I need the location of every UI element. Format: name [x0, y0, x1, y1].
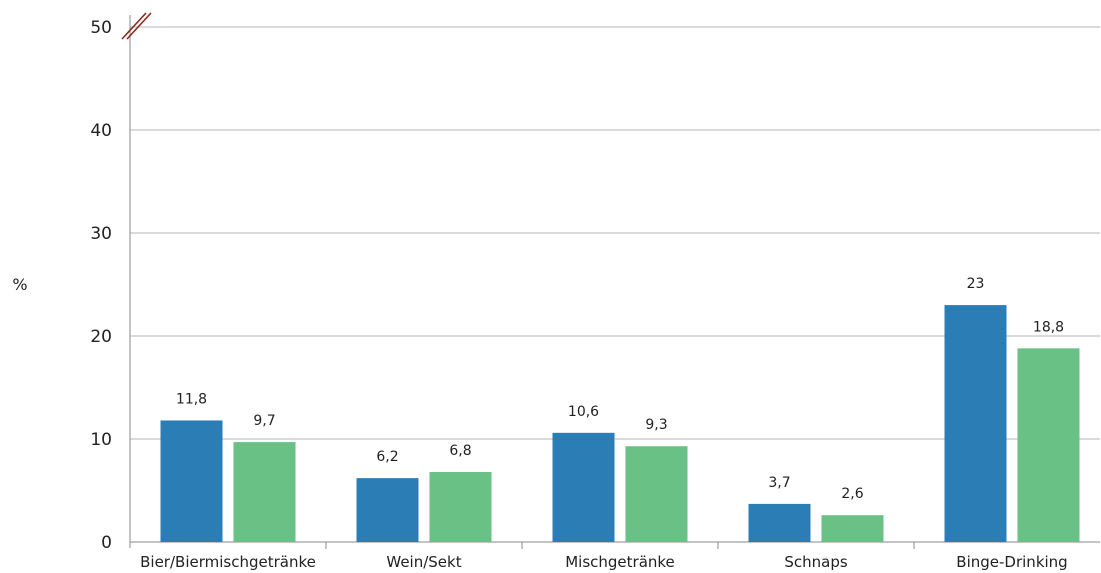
bar — [625, 446, 688, 542]
data-label: 10,6 — [568, 404, 599, 420]
category-label: Schnaps — [784, 553, 847, 571]
data-label: 6,2 — [376, 449, 398, 465]
labels: 0 10 20 30 40 50 Bier/Biermischgetränke 11,8 9,7… — [90, 18, 1067, 571]
bar — [821, 515, 884, 542]
data-label: 9,7 — [253, 413, 275, 429]
data-label: 23 — [967, 276, 985, 292]
bar — [160, 420, 223, 542]
bar — [552, 432, 615, 542]
bar — [944, 305, 1007, 542]
data-label: 9,3 — [645, 417, 667, 433]
bar — [429, 471, 492, 542]
bar — [1017, 348, 1080, 542]
axis-break-mark — [121, 12, 147, 40]
y-tick-label: 40 — [90, 121, 112, 141]
data-label: 6,8 — [449, 443, 471, 459]
category-label: Wein/Sekt — [386, 553, 461, 571]
y-tick-label: 0 — [101, 533, 112, 553]
data-label: 11,8 — [176, 391, 207, 407]
bar — [748, 503, 811, 542]
axis-break-mark — [126, 12, 152, 40]
y-axis-title: % — [12, 275, 27, 294]
data-label: 18,8 — [1033, 319, 1064, 335]
bar — [356, 478, 419, 542]
data-label: 2,6 — [841, 486, 863, 502]
y-tick-label: 10 — [90, 430, 112, 450]
data-label: 3,7 — [768, 475, 790, 491]
category-label: Mischgetränke — [565, 553, 675, 571]
category-label: Bier/Biermischgetränke — [140, 553, 316, 571]
gridlines — [130, 26, 1100, 440]
bars — [160, 305, 1080, 542]
y-tick-label: 20 — [90, 327, 112, 347]
y-tick-label: 30 — [90, 224, 112, 244]
bar — [233, 442, 296, 542]
y-tick-label: 50 — [90, 18, 112, 38]
category-label: Binge-Drinking — [956, 553, 1067, 571]
